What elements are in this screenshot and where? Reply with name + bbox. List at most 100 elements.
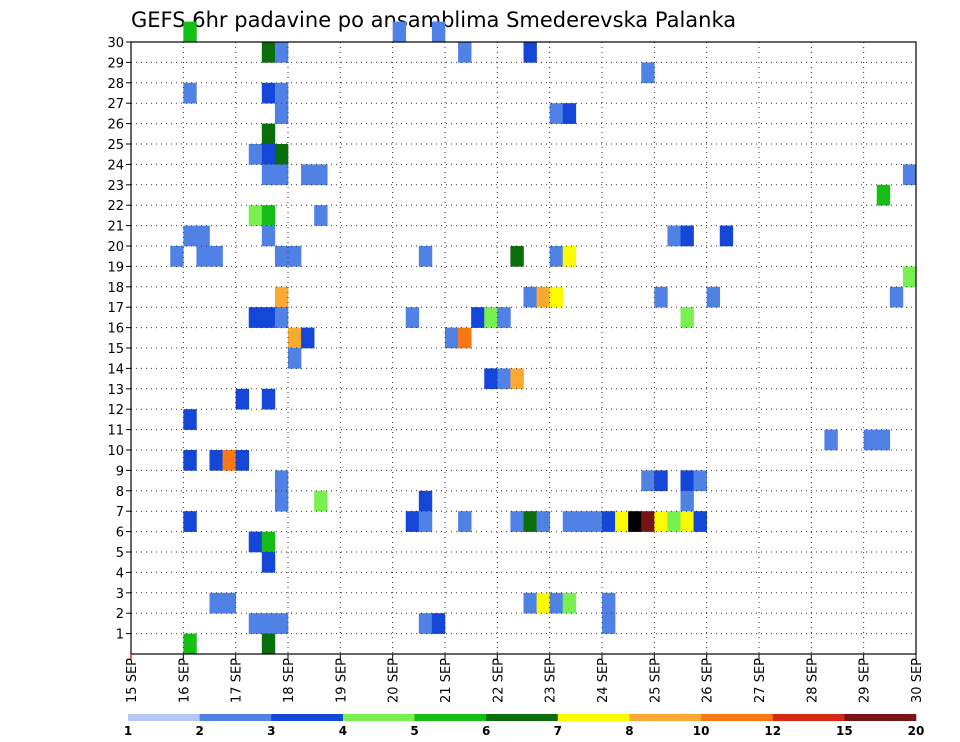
colorbar-label: 20 [908, 724, 925, 738]
precip-cell [536, 511, 550, 532]
precip-cell [562, 511, 577, 532]
colorbar-swatch [772, 714, 845, 721]
precip-cell [471, 307, 485, 328]
x-tick-label: 18 SEP [282, 658, 297, 703]
precip-cell [314, 490, 328, 512]
precip-cell [248, 307, 263, 328]
precip-cell [549, 592, 564, 614]
precip-cell [235, 388, 250, 410]
y-tick-label: 30 [107, 36, 124, 51]
precip-cell [902, 164, 917, 186]
precip-cell [523, 592, 537, 614]
precip-cell [667, 225, 681, 247]
y-tick-label: 18 [107, 281, 124, 296]
precip-cell [536, 286, 550, 308]
colorbar-swatch [414, 714, 487, 721]
precip-cell [889, 286, 904, 308]
precipitation-cells [170, 21, 917, 655]
colorbar-label: 10 [693, 724, 710, 738]
precip-cell [274, 470, 289, 492]
precip-cell [261, 613, 276, 634]
precip-cell [680, 490, 694, 512]
y-tick-label: 19 [107, 260, 124, 275]
y-tick-label: 24 [107, 158, 124, 173]
precip-cell [680, 511, 694, 532]
precip-cell [274, 144, 289, 165]
precip-cell [876, 184, 891, 206]
x-tick-label: 28 SEP [805, 658, 820, 703]
x-tick-label: 25 SEP [648, 658, 663, 703]
colorbar-label: 6 [482, 724, 490, 738]
precip-cell [445, 327, 459, 349]
precip-cell [824, 429, 838, 451]
precip-cell [523, 286, 537, 308]
colorbar-label: 7 [554, 724, 562, 738]
precip-cell [261, 164, 276, 186]
precip-cell [170, 246, 184, 267]
precip-cell [654, 511, 668, 532]
x-tick-label: 16 SEP [177, 658, 192, 703]
x-tick-label: 22 SEP [491, 658, 506, 703]
precip-cell [418, 246, 433, 267]
colorbar-label: 3 [267, 724, 275, 738]
precip-cell [549, 246, 564, 267]
precip-cell [183, 21, 197, 43]
y-tick-label: 23 [107, 179, 124, 194]
precip-cell [523, 42, 537, 63]
precip-cell [536, 592, 550, 614]
colorbar-label: 5 [410, 724, 418, 738]
y-tick-label: 29 [107, 56, 124, 71]
x-tick-label: 26 SEP [701, 658, 716, 703]
precip-cell [392, 21, 407, 43]
precip-cell [248, 613, 263, 634]
precip-cell [183, 511, 197, 532]
colorbar-swatch [271, 714, 344, 721]
y-tick-label: 9 [116, 464, 124, 479]
precip-cell [261, 82, 276, 104]
precip-cell [183, 225, 197, 247]
precip-cell [274, 613, 289, 634]
precip-cell [863, 429, 878, 451]
precip-cell [458, 42, 472, 63]
x-tick-label: 21 SEP [439, 658, 454, 703]
precip-cell [196, 246, 210, 267]
precip-cell [288, 348, 302, 369]
precip-cell [602, 613, 616, 634]
precip-cell [418, 613, 433, 634]
x-tick-label: 17 SEP [230, 658, 245, 703]
x-tick-label: 20 SEP [387, 658, 402, 703]
precip-cell [510, 246, 524, 267]
precip-cell [680, 470, 694, 492]
precip-cell [183, 450, 197, 471]
precip-cell [261, 307, 276, 328]
precip-cell [602, 592, 616, 614]
precip-cell [274, 286, 289, 308]
precip-cell [588, 511, 603, 532]
y-tick-label: 26 [107, 118, 124, 133]
x-tick-label: 15 SEP [125, 658, 140, 703]
precip-cell [628, 511, 642, 532]
precip-cell [261, 388, 276, 410]
colorbar-swatch [342, 714, 415, 721]
precip-cell [405, 307, 420, 328]
precip-cell [261, 531, 276, 553]
precip-cell [274, 490, 289, 512]
precip-cell [497, 307, 511, 328]
precip-cell [248, 144, 263, 165]
x-tick-label: 30 SEP [910, 658, 925, 703]
precip-cell [261, 144, 276, 165]
x-tick-label: 24 SEP [596, 658, 611, 703]
colorbar-swatch [557, 714, 630, 721]
plot-frame [130, 41, 917, 655]
precip-cell [876, 429, 891, 451]
precip-cell [562, 246, 577, 267]
precip-cell [431, 21, 446, 43]
precip-cell [274, 246, 289, 267]
precip-cell [902, 266, 917, 288]
precip-cell [680, 307, 694, 328]
precip-cell [248, 531, 263, 553]
y-tick-label: 17 [107, 301, 124, 316]
precip-cell [261, 42, 276, 63]
precip-cell [418, 490, 433, 512]
